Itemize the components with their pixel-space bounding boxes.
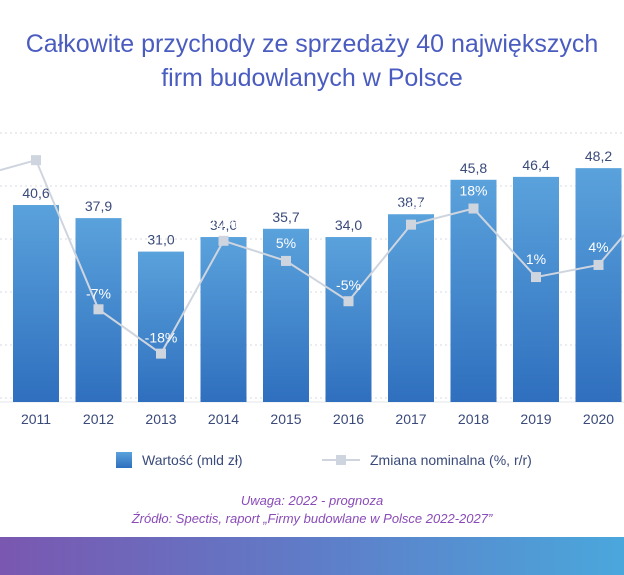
line-marker-2016 <box>343 296 354 307</box>
line-value-label-2013: -18% <box>145 330 178 346</box>
bar-value-label-2018: 45,8 <box>460 160 487 176</box>
legend-item-line: Zmiana nominalna (%, r/r) <box>322 452 532 468</box>
bar-layer <box>13 168 622 402</box>
bar-value-label-2013: 31,0 <box>147 232 174 248</box>
line-marker-2013 <box>156 348 166 359</box>
bar-2014 <box>200 237 247 402</box>
chart-svg: 40,6 2011 37,9 2012 31,0 2013 34,0 2014 35,7 2015… <box>0 132 624 427</box>
x-tick-label-2015: 2015 <box>270 411 301 427</box>
line-layer <box>0 155 624 359</box>
bar-2016 <box>325 237 372 402</box>
bar-value-label-2017: 38,7 <box>397 194 424 210</box>
chart-title-line-2: firm budowlanych w Polsce <box>161 64 463 92</box>
line-marker-2011 <box>31 155 41 166</box>
line-marker-2012 <box>93 304 104 315</box>
x-tick-label-2014: 2014 <box>208 411 239 427</box>
line-value-label-2015: 5% <box>276 235 296 251</box>
legend-bar-label: Wartość (mld zł) <box>142 452 243 468</box>
line-value-label-2012: -7% <box>86 285 111 301</box>
x-tick-label-2020: 2020 <box>583 411 614 427</box>
line-marker-2015 <box>281 255 291 266</box>
legend-line-swatch <box>322 452 360 468</box>
x-tick-label-2019: 2019 <box>520 411 551 427</box>
bar-2019 <box>513 176 559 402</box>
x-tick-label-2012: 2012 <box>83 411 114 427</box>
line-value-label-2019: 1% <box>526 251 546 267</box>
line-marker-2018 <box>468 203 479 214</box>
line-value-label-2020: 4% <box>588 239 608 255</box>
legend-bar-swatch <box>116 452 132 468</box>
line-marker-2014 <box>218 235 229 246</box>
bar-2011 <box>13 205 59 402</box>
bar-2018 <box>450 179 497 402</box>
chart-title-line-1: Całkowite przychody ze sprzedaży 40 najw… <box>25 30 599 58</box>
x-tick-label-2017: 2017 <box>395 411 426 427</box>
line-value-label-2018: 18% <box>459 183 487 199</box>
line-value-label-2014: 10% <box>209 215 237 231</box>
bar-value-label-2014: 34,0 <box>210 217 237 233</box>
x-tick-label-2016: 2016 <box>333 411 364 427</box>
bar-value-label-2016: 34,0 <box>335 217 362 233</box>
line-marker-2020 <box>593 259 604 270</box>
forecast-note: Uwaga: 2022 - prognoza <box>240 493 384 508</box>
bar-value-label-2012: 37,9 <box>85 198 112 214</box>
legend-item-bars: Wartość (mld zł) <box>116 452 243 468</box>
line-marker-2019 <box>531 272 541 283</box>
x-tick-label-2011: 2011 <box>21 411 51 427</box>
footer-band <box>0 537 624 575</box>
line-value-label-2016: -5% <box>336 277 361 293</box>
bar-value-label-2019: 46,4 <box>522 157 549 173</box>
change-line <box>0 158 624 356</box>
bar-value-label-2011: 40,6 <box>22 185 49 201</box>
line-value-label-2017: 14% <box>397 199 425 215</box>
x-tick-label-2018: 2018 <box>458 411 489 427</box>
line-value-label-2011: 30% <box>22 134 50 150</box>
bar-2020 <box>575 168 622 402</box>
bar-2017 <box>388 214 434 402</box>
bar-value-label-2015: 35,7 <box>272 209 299 225</box>
x-tick-label-2013: 2013 <box>145 411 176 427</box>
legend-line-label: Zmiana nominalna (%, r/r) <box>370 452 532 468</box>
line-marker-2017 <box>406 219 416 230</box>
bar-value-label-2020: 48,2 <box>585 148 612 164</box>
bar-2013 <box>138 251 184 402</box>
label-layer: 40,6 2011 37,9 2012 31,0 2013 34,0 2014 35,7 2015… <box>21 134 614 427</box>
source-note: Źródło: Spectis, raport „Firmy budowlane… <box>131 511 493 526</box>
